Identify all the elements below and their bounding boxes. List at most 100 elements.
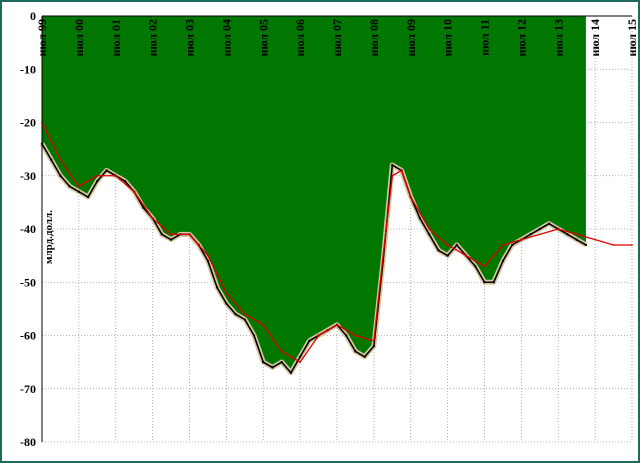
x-tick-label: июл 01 xyxy=(109,19,123,57)
area-point xyxy=(225,302,228,305)
y-tick-label: 0 xyxy=(30,9,36,23)
area-point xyxy=(501,259,505,263)
area-point xyxy=(474,265,477,268)
axes xyxy=(41,15,632,442)
trend-point xyxy=(612,244,615,246)
trend-point xyxy=(400,169,403,172)
trend-point xyxy=(299,361,302,364)
area-point xyxy=(262,360,265,364)
y-tick-label: -70 xyxy=(20,382,36,396)
trend-point xyxy=(188,233,191,236)
trend-point xyxy=(428,228,431,230)
trend-point xyxy=(520,238,523,241)
area-point xyxy=(455,243,459,247)
area-point xyxy=(308,339,311,343)
trend-point xyxy=(243,313,246,316)
x-tick-labels: июл 99 июл 00 июл 01 июл 02 июл 03 июл 04 июл … xyxy=(35,19,638,57)
area-point xyxy=(446,254,449,257)
area-point xyxy=(298,355,302,358)
trend-point xyxy=(207,254,209,257)
x-tick-label: июл 99 xyxy=(35,19,49,57)
y-tick-labels: 0 -10 -20 -30 -40 -50 -60 -70 -80 xyxy=(20,9,36,449)
area-point xyxy=(510,243,514,247)
x-tick-label: июл 15 xyxy=(625,19,638,57)
area-series xyxy=(39,16,588,376)
trend-point xyxy=(151,217,154,220)
x-tick-label: июл 12 xyxy=(514,19,528,57)
x-tick-label: июл 10 xyxy=(441,19,455,57)
trend-point xyxy=(262,323,265,326)
area-point xyxy=(123,179,127,183)
trend-point xyxy=(372,339,375,342)
trend-point xyxy=(502,244,504,246)
trend-point xyxy=(336,323,338,326)
area-point xyxy=(96,179,99,183)
area-point xyxy=(345,334,348,337)
x-tick-label: июл 02 xyxy=(146,19,160,57)
trend-point xyxy=(409,196,412,198)
trend-point xyxy=(170,233,172,236)
x-tick-label: июл 06 xyxy=(293,19,307,57)
area-point xyxy=(142,206,145,209)
area-point xyxy=(363,355,366,358)
area-point xyxy=(271,366,274,369)
area-point xyxy=(372,344,376,348)
area-point xyxy=(234,313,237,316)
area-point xyxy=(437,249,440,252)
x-tick-label: июл 13 xyxy=(551,19,565,57)
trend-point xyxy=(317,334,320,337)
area-point xyxy=(418,217,422,220)
trend-point xyxy=(391,174,394,177)
area-point xyxy=(252,334,256,337)
trend-point xyxy=(557,228,560,230)
area-point xyxy=(77,190,81,193)
y-tick-label: -40 xyxy=(20,222,36,236)
trend-point xyxy=(114,174,117,177)
trend-point xyxy=(96,174,99,177)
trend-point xyxy=(465,254,467,257)
area-point xyxy=(68,185,71,188)
area-point xyxy=(86,195,90,199)
trend-point xyxy=(59,158,62,161)
area-point xyxy=(289,371,293,374)
x-tick-label: июл 03 xyxy=(183,19,197,57)
area-point xyxy=(483,281,486,284)
x-tick-label: июл 09 xyxy=(404,19,418,57)
area-point xyxy=(391,163,394,167)
y-tick-label: -50 xyxy=(20,275,36,289)
area-point xyxy=(354,350,357,353)
area-point xyxy=(215,286,219,289)
trend-point xyxy=(575,233,578,236)
area-point xyxy=(280,360,283,364)
y-tick-label: -20 xyxy=(20,116,36,130)
trend-point xyxy=(446,244,449,246)
x-tick-label: июл 05 xyxy=(256,19,270,57)
trend-point xyxy=(483,265,486,268)
area-point xyxy=(566,233,569,236)
y-tick-label: -60 xyxy=(20,329,36,343)
x-tick-label: июл 04 xyxy=(219,19,233,57)
area-point xyxy=(538,227,542,231)
area-point xyxy=(105,169,108,172)
area-point xyxy=(160,233,164,236)
area-point xyxy=(584,243,588,247)
trend-point xyxy=(77,185,80,188)
area-point xyxy=(50,158,53,161)
area-point xyxy=(547,222,551,225)
trend-point xyxy=(382,254,384,257)
trend-point xyxy=(225,292,228,294)
trend-point xyxy=(594,238,597,241)
y-tick-label: -80 xyxy=(20,435,36,449)
trend-point xyxy=(280,350,283,353)
x-tick-label: июл 14 xyxy=(588,19,602,57)
trend-point xyxy=(631,244,633,246)
x-tick-label: июл 07 xyxy=(330,19,344,57)
y-tick-label: -10 xyxy=(20,62,36,76)
area-point xyxy=(575,238,578,241)
x-tick-label: июл 00 xyxy=(72,19,86,57)
area-point xyxy=(492,281,495,284)
area-point xyxy=(169,238,173,241)
y-tick-label: -30 xyxy=(20,169,36,183)
